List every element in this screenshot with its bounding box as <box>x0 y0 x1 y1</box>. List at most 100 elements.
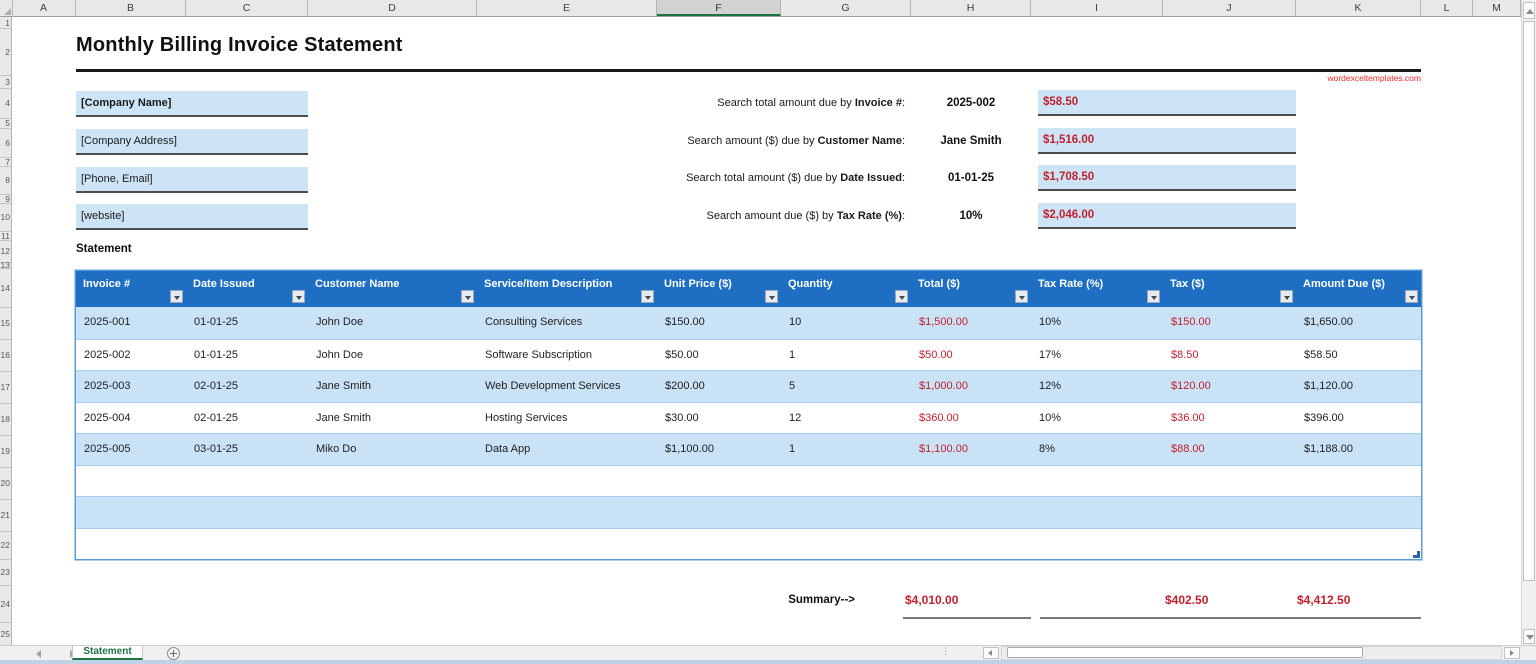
row-header-3[interactable]: 3 <box>5 77 10 87</box>
company-phone-email-field[interactable]: [Phone, Email] <box>76 167 308 193</box>
row-header-6[interactable]: 6 <box>5 138 10 148</box>
filter-dropdown-icon[interactable] <box>461 290 474 303</box>
column-header-strip: ABCDEFGHIJKLM <box>0 0 1521 17</box>
search-result-taxrate[interactable]: $2,046.00 <box>1038 203 1296 229</box>
filter-dropdown-icon[interactable] <box>1147 290 1160 303</box>
row-header-2[interactable]: 2 <box>5 47 10 57</box>
company-name-field[interactable]: [Company Name] <box>76 91 308 117</box>
row-header-24[interactable]: 24 <box>1 599 10 609</box>
company-website-field[interactable]: [website] <box>76 204 308 230</box>
table-row-empty[interactable] <box>76 496 1421 528</box>
row-header-21[interactable]: 21 <box>1 510 10 520</box>
row-header-15[interactable]: 15 <box>1 318 10 328</box>
column-header-b[interactable]: B <box>76 0 186 16</box>
row-header-20[interactable]: 20 <box>1 478 10 488</box>
column-header-j[interactable]: J <box>1163 0 1296 16</box>
table-row[interactable]: 2025-00402-01-25Jane SmithHosting Servic… <box>76 402 1421 434</box>
column-header-customer-name[interactable]: Customer Name <box>308 271 477 307</box>
column-header-e[interactable]: E <box>477 0 657 16</box>
horizontal-scrollbar-thumb[interactable] <box>1007 647 1363 658</box>
search-result-invoice[interactable]: $58.50 <box>1038 90 1296 116</box>
row-divider <box>0 467 12 468</box>
row-header-25[interactable]: 25 <box>1 629 10 639</box>
company-address-field[interactable]: [Company Address] <box>76 129 308 155</box>
filter-dropdown-icon[interactable] <box>1405 290 1418 303</box>
column-header-quantity[interactable]: Quantity <box>781 271 911 307</box>
column-header-tax[interactable]: Tax ($) <box>1163 271 1296 307</box>
column-header-a[interactable]: A <box>12 0 76 16</box>
row-header-18[interactable]: 18 <box>1 414 10 424</box>
vertical-scrollbar-thumb[interactable] <box>1523 21 1535 581</box>
search-input-taxrate[interactable]: 10% <box>911 203 1031 229</box>
row-header-12[interactable]: 12 <box>1 246 10 256</box>
summary-amount-due-value[interactable]: $4,412.50 <box>1297 593 1350 607</box>
add-sheet-icon[interactable] <box>167 647 180 660</box>
watermark-link[interactable]: wordexceltemplates.com <box>1221 73 1421 83</box>
column-header-date-issued[interactable]: Date Issued <box>186 271 308 307</box>
table-row-empty[interactable] <box>76 465 1421 497</box>
row-header-5[interactable]: 5 <box>5 118 10 128</box>
table-row[interactable]: 2025-00503-01-25Miko DoData App$1,100.00… <box>76 433 1421 465</box>
table-resize-handle-icon[interactable] <box>1413 551 1420 558</box>
filter-dropdown-icon[interactable] <box>1280 290 1293 303</box>
row-divider <box>0 268 12 269</box>
search-result-customer[interactable]: $1,516.00 <box>1038 128 1296 154</box>
column-header-m[interactable]: M <box>1473 0 1521 16</box>
scroll-right-icon[interactable] <box>1504 647 1520 659</box>
table-row[interactable]: 2025-00302-01-25Jane SmithWeb Developmen… <box>76 370 1421 402</box>
row-divider <box>0 88 12 89</box>
row-header-1[interactable]: 1 <box>5 18 10 28</box>
search-input-date[interactable]: 01-01-25 <box>911 165 1031 191</box>
scroll-down-icon[interactable] <box>1523 629 1535 644</box>
column-header-i[interactable]: I <box>1031 0 1163 16</box>
column-header-invoice[interactable]: Invoice # <box>76 271 186 307</box>
column-header-g[interactable]: G <box>781 0 911 16</box>
row-header-8[interactable]: 8 <box>5 175 10 185</box>
column-header-f[interactable]: F <box>657 0 781 16</box>
row-divider <box>0 203 12 204</box>
row-header-16[interactable]: 16 <box>1 350 10 360</box>
column-header-d[interactable]: D <box>308 0 477 16</box>
column-header-l[interactable]: L <box>1421 0 1473 16</box>
sheet-tab-bar: Statement ⋮ <box>0 645 1536 660</box>
column-header-service-description[interactable]: Service/Item Description <box>477 271 657 307</box>
filter-dropdown-icon[interactable] <box>895 290 908 303</box>
search-input-invoice[interactable]: 2025-002 <box>911 90 1031 116</box>
column-header-tax-rate[interactable]: Tax Rate (%) <box>1031 271 1163 307</box>
row-divider <box>0 499 12 500</box>
row-header-23[interactable]: 23 <box>1 567 10 577</box>
row-header-19[interactable]: 19 <box>1 446 10 456</box>
drag-handle-icon[interactable]: ⋮ <box>941 646 950 657</box>
summary-total-value[interactable]: $4,010.00 <box>905 593 958 607</box>
column-header-total[interactable]: Total ($) <box>911 271 1031 307</box>
tab-statement[interactable]: Statement <box>72 646 143 660</box>
scroll-left-icon[interactable] <box>983 647 999 659</box>
row-header-17[interactable]: 17 <box>1 382 10 392</box>
table-row[interactable]: 2025-00101-01-25John DoeConsulting Servi… <box>76 307 1421 339</box>
filter-dropdown-icon[interactable] <box>765 290 778 303</box>
filter-dropdown-icon[interactable] <box>1015 290 1028 303</box>
summary-tax-value[interactable]: $402.50 <box>1165 593 1208 607</box>
scroll-up-icon[interactable] <box>1523 2 1535 19</box>
column-header-h[interactable]: H <box>911 0 1031 16</box>
row-header-4[interactable]: 4 <box>5 98 10 108</box>
row-header-10[interactable]: 10 <box>1 212 10 222</box>
column-header-amount-due[interactable]: Amount Due ($) <box>1296 271 1421 307</box>
filter-dropdown-icon[interactable] <box>292 290 305 303</box>
row-divider <box>0 559 12 560</box>
column-header-k[interactable]: K <box>1296 0 1421 16</box>
search-result-date[interactable]: $1,708.50 <box>1038 165 1296 191</box>
prev-sheet-icon[interactable] <box>36 650 41 658</box>
row-header-14[interactable]: 14 <box>1 283 10 293</box>
vertical-scrollbar[interactable] <box>1521 0 1536 645</box>
column-header-c[interactable]: C <box>186 0 308 16</box>
filter-dropdown-icon[interactable] <box>641 290 654 303</box>
search-input-customer[interactable]: Jane Smith <box>911 128 1031 154</box>
row-divider <box>0 339 12 340</box>
filter-dropdown-icon[interactable] <box>170 290 183 303</box>
title-underline <box>76 69 1421 72</box>
table-row-empty[interactable] <box>76 528 1421 560</box>
column-header-unit-price[interactable]: Unit Price ($) <box>657 271 781 307</box>
row-header-22[interactable]: 22 <box>1 540 10 550</box>
table-row[interactable]: 2025-00201-01-25John DoeSoftware Subscri… <box>76 339 1421 371</box>
